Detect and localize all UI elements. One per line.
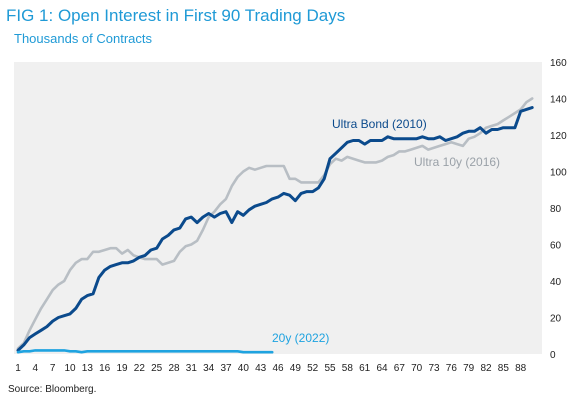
y-tick-label: 120	[550, 131, 567, 142]
x-tick-label: 76	[446, 363, 458, 374]
x-tick-label: 85	[498, 363, 510, 374]
series-line-ultra-bond	[16, 106, 534, 352]
x-tick-label: 88	[515, 363, 527, 374]
x-tick-label: 28	[168, 363, 180, 374]
x-tick-label: 40	[238, 363, 250, 374]
x-tick-label: 1	[15, 363, 21, 374]
y-tick-label: 80	[550, 204, 562, 215]
series-line-ultra-10y	[16, 97, 534, 350]
x-tick-label: 73	[428, 363, 440, 374]
x-tick-label: 34	[203, 363, 215, 374]
x-tick-label: 7	[50, 363, 56, 374]
series-label-ultra-bond: Ultra Bond (2010)	[332, 117, 427, 131]
x-tick-label: 19	[116, 363, 128, 374]
x-tick-label: 61	[359, 363, 371, 374]
x-tick-label: 46	[272, 363, 284, 374]
source-note: Source: Bloomberg.	[8, 384, 97, 395]
x-tick-label: 22	[134, 363, 146, 374]
x-tick-label: 10	[64, 363, 76, 374]
chart-subtitle: Thousands of Contracts	[14, 31, 153, 46]
chart-title: FIG 1: Open Interest in First 90 Trading…	[6, 6, 346, 25]
x-tick-label: 58	[342, 363, 354, 374]
x-tick-label: 70	[411, 363, 423, 374]
x-tick-label: 52	[307, 363, 319, 374]
x-tick-label: 13	[82, 363, 94, 374]
x-tick-label: 67	[394, 363, 406, 374]
y-axis-ticks: 0 20 40 60 80 100 120 140 160	[550, 58, 567, 361]
x-tick-label: 82	[480, 363, 492, 374]
x-tick-label: 31	[186, 363, 198, 374]
y-tick-label: 40	[550, 277, 562, 288]
y-tick-label: 100	[550, 168, 567, 179]
x-tick-label: 25	[151, 363, 163, 374]
x-tick-label: 16	[99, 363, 111, 374]
x-tick-label: 4	[33, 363, 39, 374]
y-tick-label: 140	[550, 95, 567, 106]
x-tick-label: 64	[376, 363, 388, 374]
series-label-ultra-10y: Ultra 10y (2016)	[414, 155, 500, 169]
x-tick-label: 37	[220, 363, 232, 374]
series-label-twenty-y: 20y (2022)	[272, 331, 329, 345]
series-labels: Ultra Bond (2010) Ultra 10y (2016) 20y (20…	[272, 117, 500, 345]
series-lines	[16, 97, 534, 354]
plot-background	[14, 62, 542, 354]
x-axis-ticks: 1 4 7 10 13 16 19 22 25 28 31 34 37 40 43 46 49 52 55 58 61 6…	[15, 363, 526, 374]
y-tick-label: 20	[550, 314, 562, 325]
x-tick-label: 49	[290, 363, 302, 374]
x-tick-label: 79	[463, 363, 475, 374]
y-tick-label: 160	[550, 58, 567, 69]
y-tick-label: 0	[550, 350, 556, 361]
y-tick-label: 60	[550, 241, 562, 252]
x-tick-label: 55	[324, 363, 336, 374]
x-tick-label: 43	[255, 363, 267, 374]
series-line-twenty-y	[16, 349, 274, 354]
